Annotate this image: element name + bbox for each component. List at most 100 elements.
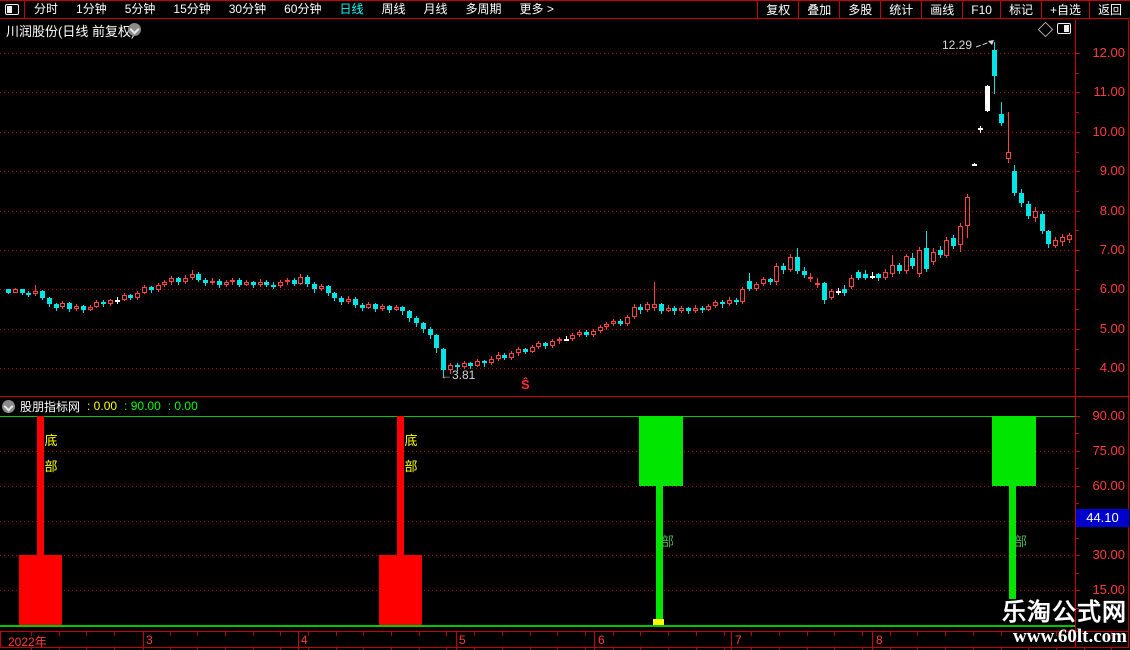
axis-minor-tick xyxy=(1075,191,1079,192)
month-divider xyxy=(731,631,732,648)
candle xyxy=(366,304,372,308)
candle xyxy=(80,305,86,310)
right-border xyxy=(1128,20,1129,648)
tool-item-标记[interactable]: 标记 xyxy=(999,1,1041,18)
candle xyxy=(658,304,664,311)
period-item-日线[interactable]: 日线 xyxy=(339,2,364,16)
subrow-tick xyxy=(170,648,171,650)
period-item-30分钟[interactable]: 30分钟 xyxy=(228,2,267,16)
week-tick xyxy=(31,632,32,636)
subrow-tick xyxy=(1111,648,1112,650)
axis-minor-tick xyxy=(1075,503,1079,504)
subrow-tick xyxy=(834,648,835,650)
gridline xyxy=(0,486,1075,487)
subrow-tick xyxy=(280,648,281,650)
week-tick xyxy=(807,632,808,636)
diamond-icon[interactable] xyxy=(1037,21,1054,38)
candle xyxy=(692,307,698,312)
axis-minor-tick xyxy=(1075,73,1079,74)
month-label: 7 xyxy=(735,633,742,647)
period-item-更多 >[interactable]: 更多 > xyxy=(519,2,554,16)
candle xyxy=(74,305,79,310)
candle xyxy=(869,275,875,278)
tool-item-F10[interactable]: F10 xyxy=(962,1,1000,18)
title-dropdown-icon[interactable] xyxy=(128,23,141,36)
indicator-hline-90 xyxy=(0,416,1075,417)
week-tick xyxy=(502,632,503,636)
period-item-5分钟[interactable]: 5分钟 xyxy=(124,2,156,16)
candle xyxy=(142,287,147,293)
candle xyxy=(754,283,759,289)
candle xyxy=(618,320,623,325)
candle xyxy=(284,279,290,283)
stock-title: 川润股份(日线 前复权) xyxy=(6,24,136,39)
subrow-tick xyxy=(363,648,364,650)
candle xyxy=(1053,239,1059,247)
subrow-tick xyxy=(502,648,503,650)
layout-toggle-button[interactable] xyxy=(0,1,25,18)
candle xyxy=(196,273,202,280)
candle xyxy=(665,307,671,311)
period-item-多周期[interactable]: 多周期 xyxy=(465,2,502,16)
week-tick xyxy=(945,632,946,636)
candle xyxy=(176,278,181,283)
month-divider xyxy=(456,631,457,648)
candle xyxy=(264,281,270,285)
gridline xyxy=(0,53,1075,54)
tool-item-返回[interactable]: 返回 xyxy=(1088,1,1130,18)
candle xyxy=(733,299,739,302)
period-item-月线[interactable]: 月线 xyxy=(423,2,448,16)
week-tick xyxy=(253,632,254,636)
candle xyxy=(400,307,406,312)
tool-item-+自选[interactable]: +自选 xyxy=(1040,1,1089,18)
indicator-name[interactable]: 股朋指标网 xyxy=(20,399,81,414)
candle xyxy=(794,257,800,272)
week-tick xyxy=(890,632,891,636)
candle xyxy=(536,343,542,348)
candle xyxy=(393,307,399,310)
candle xyxy=(420,323,426,329)
candle xyxy=(359,305,365,308)
subrow-tick xyxy=(640,648,641,650)
candle xyxy=(40,291,45,299)
watermark: 乐淘公式网 www.60lt.com xyxy=(1002,599,1127,647)
week-tick xyxy=(59,632,60,636)
subrow-tick xyxy=(456,648,457,650)
period-item-60分钟[interactable]: 60分钟 xyxy=(284,2,322,16)
tool-item-多股[interactable]: 多股 xyxy=(839,1,880,18)
indicator-axis-label: 75.00 xyxy=(1092,442,1125,458)
week-tick xyxy=(170,632,171,636)
bottom-signal-label: 底部 xyxy=(404,433,418,474)
indicator-collapse-icon[interactable] xyxy=(2,399,15,413)
indicator-value: : 0.00 xyxy=(167,399,198,413)
period-item-15分钟[interactable]: 15分钟 xyxy=(173,2,211,16)
indicator-axis-label: 15.00 xyxy=(1092,582,1125,598)
subrow-tick xyxy=(253,648,254,650)
period-item-1分钟[interactable]: 1分钟 xyxy=(76,2,107,16)
candle xyxy=(19,289,25,294)
top-signal-stem xyxy=(1009,485,1016,600)
candle xyxy=(495,354,501,359)
panel-split-icon[interactable] xyxy=(1057,23,1071,34)
gridline xyxy=(0,250,1075,251)
period-item-周线[interactable]: 周线 xyxy=(381,2,406,16)
candle xyxy=(339,298,345,302)
subrow-tick xyxy=(1056,648,1057,650)
candle xyxy=(1019,192,1025,204)
candle xyxy=(944,240,950,256)
tool-item-统计[interactable]: 统计 xyxy=(880,1,921,18)
candle xyxy=(162,282,168,286)
subrow-tick xyxy=(613,648,614,650)
tool-item-叠加[interactable]: 叠加 xyxy=(798,1,839,18)
tool-item-画线[interactable]: 画线 xyxy=(921,1,962,18)
gridline xyxy=(0,328,1075,330)
gridline xyxy=(0,368,1075,370)
week-tick xyxy=(391,632,392,636)
period-item-分时[interactable]: 分时 xyxy=(34,2,59,16)
gridline xyxy=(0,92,1075,94)
bottom-signal-block xyxy=(379,555,422,625)
axis-tick xyxy=(1075,416,1080,417)
candle xyxy=(876,274,882,279)
axis-tick xyxy=(1075,555,1080,556)
tool-item-复权[interactable]: 复权 xyxy=(757,1,798,18)
